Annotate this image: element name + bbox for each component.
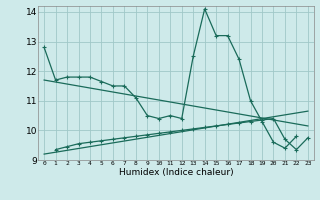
X-axis label: Humidex (Indice chaleur): Humidex (Indice chaleur): [119, 168, 233, 177]
